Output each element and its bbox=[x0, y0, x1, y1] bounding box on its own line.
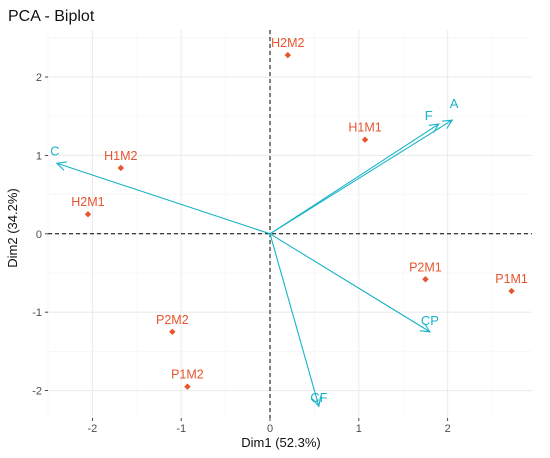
individual-label: H2M1 bbox=[71, 195, 104, 209]
individual-point bbox=[184, 383, 191, 390]
individual-point bbox=[117, 164, 125, 172]
variable-arrow-line bbox=[269, 119, 453, 235]
variable-arrow-head bbox=[311, 396, 322, 408]
variable-label: A bbox=[450, 96, 459, 111]
individual-label: H1M2 bbox=[104, 149, 137, 163]
chart-title: PCA - Biplot bbox=[8, 8, 95, 25]
x-tick-label: -2 bbox=[88, 423, 98, 435]
individual-point bbox=[84, 211, 92, 218]
variable-arrow-head bbox=[442, 119, 454, 129]
individual-point bbox=[508, 287, 515, 295]
plot-area: -2 -1 0 1 2 -2 -1 0 1 2 A F C CP CF H2M2 H1M1 H1M2 H2M1 P2M… bbox=[32, 30, 532, 435]
individual-point bbox=[169, 328, 176, 335]
y-tick-label: -2 bbox=[32, 386, 42, 398]
variable-arrow-line bbox=[269, 233, 431, 333]
variable-label: C bbox=[50, 143, 59, 158]
individual-point bbox=[361, 136, 369, 143]
y-tick-label: 2 bbox=[36, 72, 42, 84]
individual-label: P1M1 bbox=[495, 272, 528, 286]
x-axis-title: Dim1 (52.3%) bbox=[241, 435, 320, 450]
variable-label: CP bbox=[421, 313, 439, 328]
y-axis-title: Dim2 (34.2%) bbox=[5, 188, 20, 267]
x-tick-label: 0 bbox=[267, 423, 273, 435]
variable-arrow-line bbox=[56, 162, 271, 235]
variable-arrow-head bbox=[428, 123, 440, 133]
y-tick-label: -1 bbox=[32, 307, 42, 319]
x-tick-label: -1 bbox=[176, 423, 186, 435]
variable-label: F bbox=[425, 108, 433, 123]
variable-arrow-line bbox=[269, 233, 320, 407]
variable-arrow-line bbox=[269, 123, 440, 235]
individual-label: P1M2 bbox=[171, 368, 204, 382]
variable-arrow-head bbox=[419, 323, 431, 333]
individual-point bbox=[422, 276, 429, 283]
x-tick-label: 1 bbox=[356, 423, 362, 435]
y-tick-label: 0 bbox=[36, 229, 42, 241]
individual-label: P2M2 bbox=[156, 313, 189, 327]
y-tick-label: 1 bbox=[36, 150, 42, 162]
variable-arrow-head bbox=[55, 161, 67, 171]
individual-label: H1M1 bbox=[348, 121, 381, 135]
variable-label: CF bbox=[310, 390, 327, 405]
individual-point bbox=[284, 51, 291, 59]
individual-label: P2M1 bbox=[409, 260, 442, 274]
x-tick-label: 2 bbox=[445, 423, 451, 435]
individual-label: H2M2 bbox=[271, 36, 304, 50]
